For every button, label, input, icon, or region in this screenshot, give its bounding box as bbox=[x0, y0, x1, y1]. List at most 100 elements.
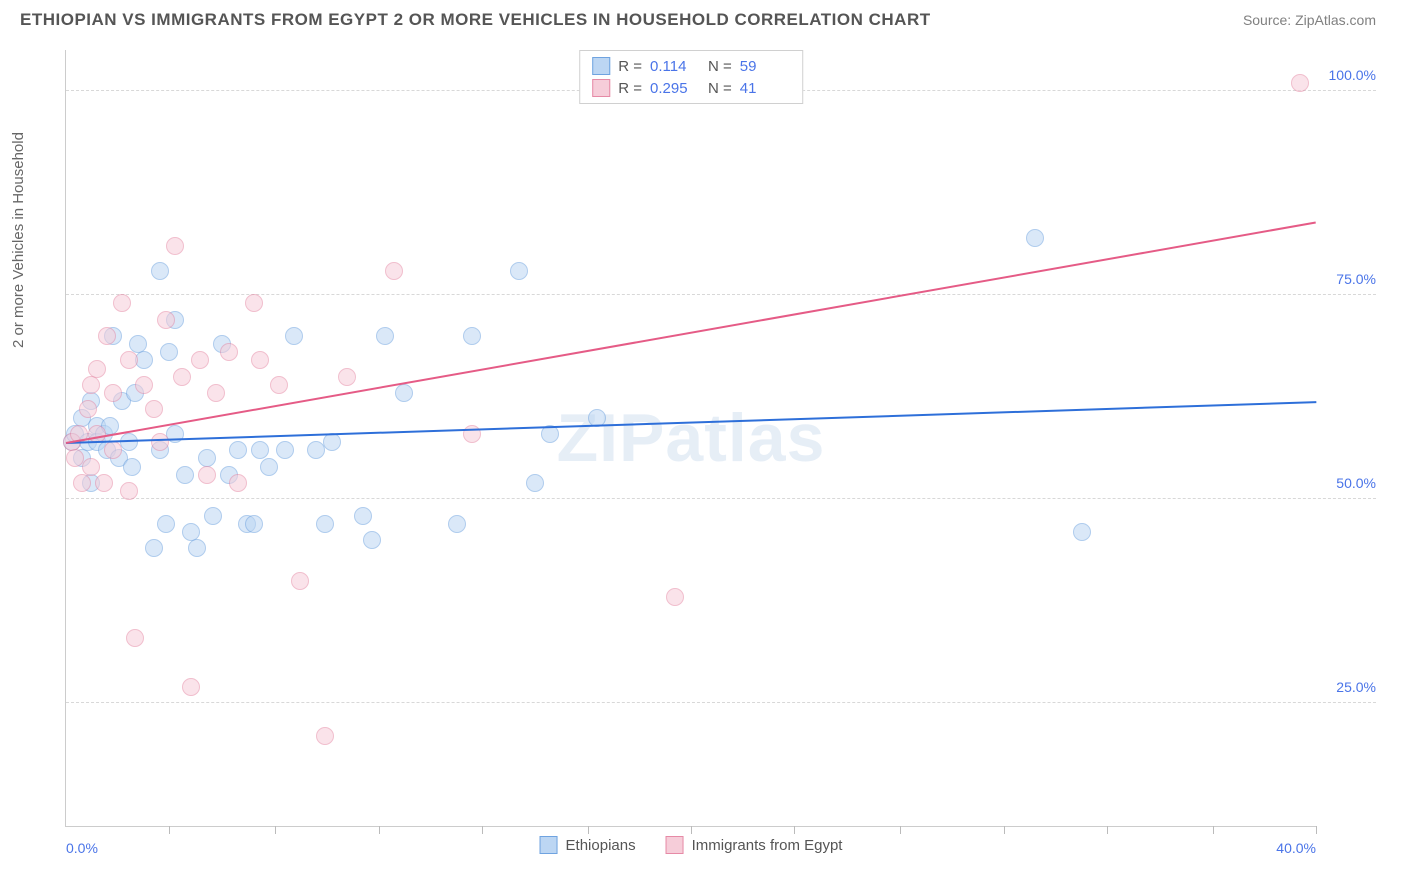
watermark: ZIPatlas bbox=[557, 399, 826, 477]
regression-line bbox=[66, 401, 1316, 444]
x-tick-label: 0.0% bbox=[66, 840, 98, 856]
x-tick bbox=[379, 826, 380, 834]
data-point bbox=[66, 449, 84, 467]
gridline bbox=[66, 702, 1376, 703]
data-point bbox=[448, 515, 466, 533]
data-point bbox=[207, 384, 225, 402]
data-point bbox=[157, 311, 175, 329]
data-point bbox=[1026, 229, 1044, 247]
bottom-legend: Ethiopians Immigrants from Egypt bbox=[540, 836, 843, 854]
data-point bbox=[385, 262, 403, 280]
y-tick-label: 100.0% bbox=[1321, 67, 1376, 83]
legend-swatch bbox=[592, 57, 610, 75]
data-point bbox=[285, 327, 303, 345]
stat-r-value: 0.114 bbox=[650, 58, 700, 75]
data-point bbox=[104, 441, 122, 459]
stat-legend-row: R = 0.295 N = 41 bbox=[592, 77, 790, 99]
data-point bbox=[395, 384, 413, 402]
data-point bbox=[316, 515, 334, 533]
data-point bbox=[73, 449, 91, 467]
legend-item: Immigrants from Egypt bbox=[666, 836, 843, 854]
data-point bbox=[260, 458, 278, 476]
data-point bbox=[666, 588, 684, 606]
x-tick bbox=[794, 826, 795, 834]
data-point bbox=[316, 727, 334, 745]
x-tick bbox=[169, 826, 170, 834]
chart-title: ETHIOPIAN VS IMMIGRANTS FROM EGYPT 2 OR … bbox=[20, 10, 931, 30]
data-point bbox=[213, 335, 231, 353]
data-point bbox=[104, 327, 122, 345]
data-point bbox=[463, 327, 481, 345]
data-point bbox=[126, 384, 144, 402]
data-point bbox=[245, 294, 263, 312]
data-point bbox=[129, 335, 147, 353]
data-point bbox=[104, 384, 122, 402]
stat-n-label: N = bbox=[708, 58, 732, 75]
data-point bbox=[276, 441, 294, 459]
legend-swatch bbox=[666, 836, 684, 854]
data-point bbox=[166, 311, 184, 329]
y-tick-label: 25.0% bbox=[1328, 679, 1376, 695]
data-point bbox=[120, 351, 138, 369]
data-point bbox=[135, 351, 153, 369]
data-point bbox=[191, 351, 209, 369]
data-point bbox=[229, 441, 247, 459]
data-point bbox=[157, 515, 175, 533]
data-point bbox=[126, 629, 144, 647]
chart-container: 2 or more Vehicles in Household ZIPatlas… bbox=[20, 40, 1386, 872]
y-tick-label: 75.0% bbox=[1328, 271, 1376, 287]
stat-r-label: R = bbox=[618, 58, 642, 75]
stat-n-value: 41 bbox=[740, 80, 790, 97]
data-point bbox=[1073, 523, 1091, 541]
data-point bbox=[82, 474, 100, 492]
x-tick bbox=[482, 826, 483, 834]
data-point bbox=[176, 466, 194, 484]
data-point bbox=[98, 327, 116, 345]
data-point bbox=[245, 515, 263, 533]
data-point bbox=[113, 294, 131, 312]
data-point bbox=[73, 474, 91, 492]
data-point bbox=[270, 376, 288, 394]
gridline bbox=[66, 498, 1376, 499]
regression-line bbox=[66, 222, 1316, 445]
data-point bbox=[151, 262, 169, 280]
x-tick-label: 40.0% bbox=[1276, 840, 1316, 856]
stat-n-label: N = bbox=[708, 80, 732, 97]
data-point bbox=[338, 368, 356, 386]
stat-legend-row: R =0.114N =59 bbox=[592, 55, 790, 77]
data-point bbox=[198, 466, 216, 484]
data-point bbox=[145, 539, 163, 557]
plot-area: ZIPatlas R =0.114N =59R =0.295N =41 Ethi… bbox=[65, 50, 1316, 827]
data-point bbox=[123, 458, 141, 476]
data-point bbox=[526, 474, 544, 492]
data-point bbox=[160, 343, 178, 361]
y-axis-label: 2 or more Vehicles in Household bbox=[10, 132, 27, 348]
source-label: Source: ZipAtlas.com bbox=[1243, 12, 1376, 28]
data-point bbox=[307, 441, 325, 459]
data-point bbox=[88, 417, 106, 435]
data-point bbox=[73, 409, 91, 427]
legend-item: Ethiopians bbox=[540, 836, 636, 854]
data-point bbox=[82, 392, 100, 410]
x-tick bbox=[275, 826, 276, 834]
data-point bbox=[198, 449, 216, 467]
legend-label: Immigrants from Egypt bbox=[692, 837, 843, 854]
gridline bbox=[66, 294, 1376, 295]
x-tick bbox=[691, 826, 692, 834]
data-point bbox=[376, 327, 394, 345]
x-tick bbox=[900, 826, 901, 834]
data-point bbox=[151, 433, 169, 451]
x-tick bbox=[1213, 826, 1214, 834]
data-point bbox=[238, 515, 256, 533]
data-point bbox=[220, 343, 238, 361]
data-point bbox=[95, 474, 113, 492]
stat-r-value: 0.295 bbox=[650, 80, 700, 97]
data-point bbox=[135, 376, 153, 394]
stat-r-label: R = bbox=[618, 80, 642, 97]
data-point bbox=[82, 376, 100, 394]
stat-legend: R =0.114N =59R =0.295N =41 bbox=[579, 50, 803, 104]
data-point bbox=[323, 433, 341, 451]
data-point bbox=[166, 237, 184, 255]
data-point bbox=[82, 458, 100, 476]
data-point bbox=[251, 441, 269, 459]
